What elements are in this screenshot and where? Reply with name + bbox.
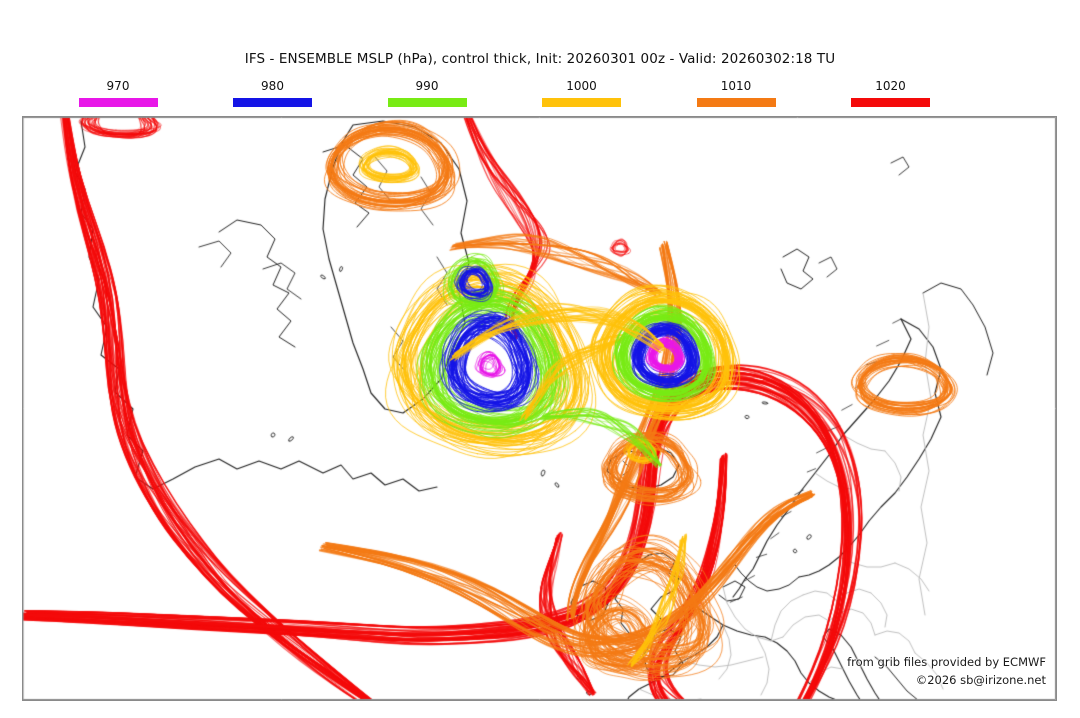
legend: 970 980 990 1000 1010 1020: [22, 80, 1058, 110]
legend-label: 1000: [566, 79, 597, 93]
legend-label: 990: [415, 79, 439, 93]
legend-item-1010: 1010: [671, 80, 801, 107]
legend-swatch-970: [78, 98, 158, 107]
legend-item-1020: 1020: [826, 80, 956, 107]
legend-item-980: 980: [208, 80, 338, 107]
legend-label: 970: [106, 79, 130, 93]
legend-label: 980: [261, 79, 284, 93]
page-title: IFS - ENSEMBLE MSLP (hPa), control thick…: [244, 51, 836, 67]
legend-item-990: 990: [362, 80, 492, 107]
legend-label: 1010: [720, 79, 752, 93]
legend-swatch-1020: [851, 98, 930, 107]
legend-swatch-990: [387, 98, 467, 107]
map-frame[interactable]: from grib files provided by ECMWF ©2026 …: [22, 116, 1057, 701]
legend-swatch-1000: [542, 98, 621, 107]
legend-swatch-980: [233, 98, 312, 107]
legend-item-970: 970: [53, 80, 183, 107]
map-canvas[interactable]: [23, 117, 1056, 700]
legend-label: 1020: [875, 79, 906, 93]
legend-swatch-1010: [696, 98, 776, 107]
legend-item-1000: 1000: [517, 80, 647, 107]
